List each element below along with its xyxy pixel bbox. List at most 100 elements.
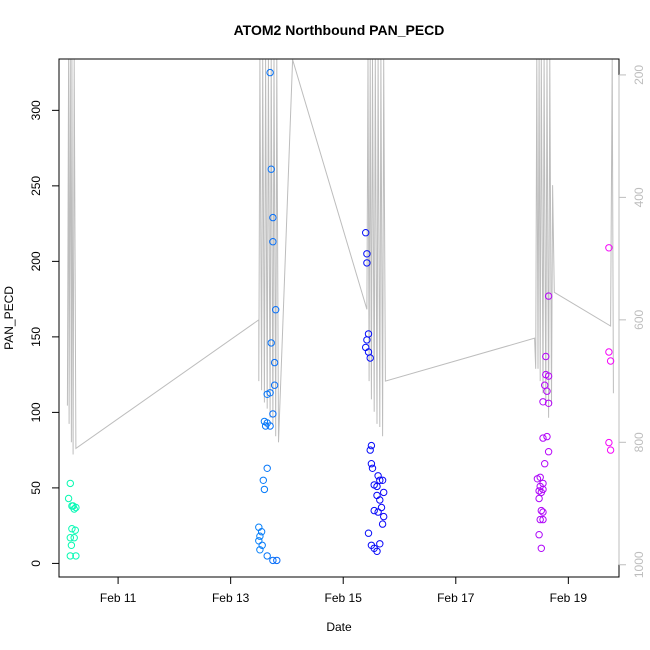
data-point [606, 357, 615, 365]
data-point [539, 515, 547, 524]
data-point [535, 487, 543, 495]
data-point [541, 460, 549, 468]
secondary-y-tick-label: 800 [632, 432, 646, 452]
data-point [367, 460, 376, 468]
data-point [374, 508, 382, 516]
data-point [366, 446, 374, 454]
secondary-y-tick-label: 200 [632, 65, 646, 85]
data-point [260, 485, 269, 494]
data-point [537, 544, 545, 552]
data-point [539, 434, 547, 442]
data-point [367, 441, 376, 450]
data-point [269, 238, 277, 246]
data-point [544, 372, 553, 380]
data-point [536, 473, 544, 481]
y-tick-label: 300 [29, 100, 43, 120]
secondary-y-tick-label: 400 [632, 187, 646, 207]
data-point [368, 464, 377, 472]
y-tick-label: 200 [29, 251, 43, 271]
data-point [544, 292, 553, 300]
data-point [366, 354, 374, 362]
data-point [263, 464, 271, 472]
data-point [376, 540, 384, 548]
data-point [539, 485, 547, 494]
data-point [605, 244, 613, 252]
data-point [535, 494, 543, 503]
data-point [544, 448, 553, 456]
data-point [270, 358, 279, 367]
data-point [261, 422, 270, 430]
x-tick-label: Feb 17 [437, 591, 475, 605]
data-point [544, 399, 553, 407]
data-point [539, 508, 547, 516]
secondary-series-polyline [66, 59, 614, 455]
data-point [266, 389, 274, 397]
data-point [370, 506, 378, 515]
data-point [66, 534, 75, 542]
secondary-y-tick-label: 1000 [632, 551, 646, 578]
data-point [269, 213, 277, 222]
data-point [270, 381, 279, 389]
data-point [378, 520, 387, 528]
x-tick-label: Feb 11 [100, 591, 137, 605]
data-point [376, 496, 384, 504]
data-point [64, 494, 73, 503]
data-point [266, 68, 274, 77]
data-point [362, 229, 370, 237]
data-point [537, 506, 545, 515]
data-point [256, 532, 264, 540]
secondary-y-tick-label: 600 [632, 309, 646, 329]
data-point [267, 165, 275, 173]
data-point [266, 422, 274, 430]
data-point [258, 541, 266, 549]
data-point [66, 479, 75, 488]
y-tick-label: 100 [29, 402, 43, 422]
data-point [69, 502, 77, 510]
data-point [374, 472, 382, 480]
data-point [68, 525, 76, 533]
data-point [72, 552, 80, 560]
data-point [363, 250, 371, 258]
data-point [259, 476, 267, 484]
y-tick-label: 0 [29, 560, 43, 567]
x-tick-label: Feb 15 [325, 591, 363, 605]
y-axis: 0 50 100 150 200 250 300 [29, 100, 59, 567]
data-point [606, 446, 615, 454]
data-point [373, 547, 381, 555]
chart-title: ATOM2 Northbound PAN_PECD [234, 22, 445, 38]
data-point [256, 546, 264, 554]
secondary-y-axis: 200 400 600 800 1000 [618, 65, 646, 578]
data-point [66, 552, 75, 560]
data-point [377, 503, 386, 512]
data-point [363, 336, 371, 344]
data-point [376, 476, 384, 484]
data-point [263, 552, 271, 560]
x-axis-label: Date [326, 620, 352, 634]
y-tick-label: 50 [29, 481, 43, 495]
y-axis-label: PAN_PECD [2, 286, 16, 350]
data-point [380, 488, 388, 497]
plot-frame [58, 58, 620, 578]
data-point [273, 556, 281, 565]
data-point [378, 476, 387, 484]
data-point [363, 259, 371, 267]
data-point [535, 531, 543, 539]
x-tick-label: Feb 19 [550, 591, 588, 605]
y-tick-label: 250 [29, 176, 43, 196]
data-point [267, 339, 275, 347]
data-point [269, 556, 277, 565]
data-point [272, 306, 280, 314]
data-point [380, 512, 388, 521]
y-tick-label: 150 [29, 327, 43, 347]
data-point [542, 352, 550, 361]
secondary-series-line [66, 59, 614, 455]
data-point [605, 348, 613, 356]
data-point [373, 482, 381, 491]
data-point [605, 438, 613, 447]
data-point [70, 534, 78, 542]
points-layer [64, 68, 615, 565]
data-point [257, 528, 266, 536]
data-point [269, 410, 277, 418]
data-point [255, 537, 263, 545]
